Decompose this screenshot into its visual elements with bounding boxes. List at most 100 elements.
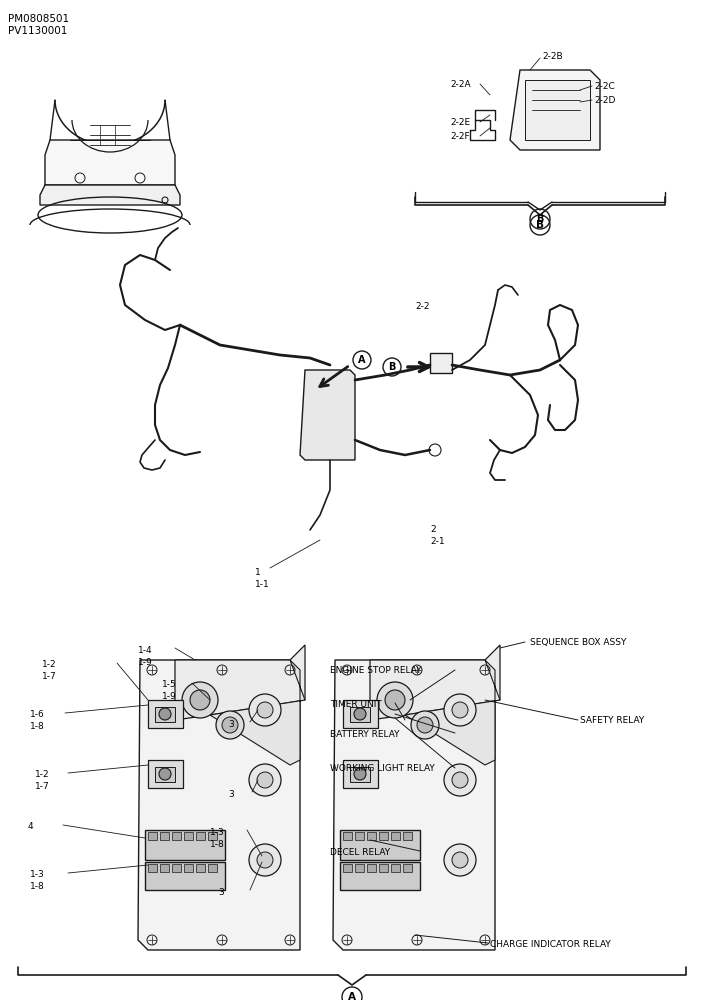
Circle shape: [354, 708, 366, 720]
Bar: [155, 767, 175, 782]
Bar: [403, 832, 412, 840]
Circle shape: [354, 768, 366, 780]
Text: 2-2B: 2-2B: [542, 52, 562, 61]
Bar: [340, 862, 420, 890]
Bar: [355, 864, 364, 872]
Polygon shape: [138, 660, 300, 950]
Bar: [160, 864, 169, 872]
Circle shape: [417, 717, 433, 733]
Text: 2-1: 2-1: [430, 537, 445, 546]
Text: ENGINE STOP RELAY: ENGINE STOP RELAY: [330, 666, 422, 675]
Bar: [430, 353, 452, 373]
Text: 2-2F: 2-2F: [450, 132, 470, 141]
Text: B: B: [536, 220, 544, 230]
Text: 1-4: 1-4: [138, 646, 153, 655]
Bar: [148, 700, 183, 728]
Bar: [160, 832, 169, 840]
Text: 1-8: 1-8: [210, 840, 225, 849]
Text: 1-7: 1-7: [42, 672, 57, 681]
Text: A: A: [348, 992, 356, 1000]
Circle shape: [452, 772, 468, 788]
Polygon shape: [333, 660, 495, 950]
Bar: [172, 832, 181, 840]
Bar: [379, 864, 388, 872]
Polygon shape: [40, 185, 180, 205]
Text: 2-2D: 2-2D: [594, 96, 615, 105]
Circle shape: [444, 844, 476, 876]
Text: SEQUENCE BOX ASSY: SEQUENCE BOX ASSY: [530, 638, 627, 647]
Bar: [343, 760, 378, 788]
Bar: [525, 80, 590, 140]
Bar: [367, 864, 376, 872]
Bar: [145, 862, 225, 890]
Bar: [208, 832, 217, 840]
Bar: [391, 832, 400, 840]
Bar: [355, 832, 364, 840]
Bar: [148, 760, 183, 788]
Text: 1-1: 1-1: [255, 580, 270, 589]
Text: B: B: [536, 214, 543, 224]
Text: 1-3: 1-3: [210, 828, 225, 837]
Circle shape: [222, 717, 238, 733]
Text: 4: 4: [28, 822, 34, 831]
Text: TIMER UNIT: TIMER UNIT: [330, 700, 382, 709]
Bar: [367, 832, 376, 840]
Circle shape: [411, 711, 439, 739]
Circle shape: [377, 682, 413, 718]
Text: 1-5: 1-5: [162, 680, 177, 689]
Bar: [184, 864, 193, 872]
Circle shape: [257, 772, 273, 788]
Circle shape: [452, 702, 468, 718]
Circle shape: [444, 694, 476, 726]
Circle shape: [257, 702, 273, 718]
Text: 2-2E: 2-2E: [450, 118, 470, 127]
Bar: [350, 767, 370, 782]
Text: 1: 1: [255, 568, 260, 577]
Text: 2-2A: 2-2A: [450, 80, 471, 89]
Bar: [340, 830, 420, 860]
Text: 3: 3: [228, 790, 234, 799]
Bar: [208, 864, 217, 872]
Bar: [403, 864, 412, 872]
Text: 1-9: 1-9: [138, 658, 153, 667]
Polygon shape: [210, 660, 305, 765]
Circle shape: [159, 768, 171, 780]
Circle shape: [159, 708, 171, 720]
Text: 1-9: 1-9: [162, 692, 177, 701]
Text: 1-6: 1-6: [30, 710, 45, 719]
Text: B: B: [389, 362, 396, 372]
Bar: [148, 864, 157, 872]
Text: PM0808501: PM0808501: [8, 14, 69, 24]
Bar: [196, 864, 205, 872]
Text: PV1130001: PV1130001: [8, 26, 68, 36]
Bar: [184, 832, 193, 840]
Bar: [155, 707, 175, 722]
Bar: [350, 707, 370, 722]
Bar: [172, 864, 181, 872]
Circle shape: [216, 711, 244, 739]
Circle shape: [182, 682, 218, 718]
Text: WORKING LIGHT RELAY: WORKING LIGHT RELAY: [330, 764, 435, 773]
Text: 1-7: 1-7: [35, 782, 50, 791]
Polygon shape: [45, 140, 175, 185]
Circle shape: [452, 852, 468, 868]
Polygon shape: [370, 645, 500, 720]
Bar: [343, 864, 352, 872]
Circle shape: [444, 764, 476, 796]
Polygon shape: [300, 370, 355, 460]
Text: 2: 2: [430, 525, 436, 534]
Text: 1-3: 1-3: [30, 870, 45, 879]
Circle shape: [249, 844, 281, 876]
Text: 1-2: 1-2: [42, 660, 56, 669]
Circle shape: [249, 694, 281, 726]
Text: 1-8: 1-8: [30, 882, 45, 891]
Bar: [343, 700, 378, 728]
Bar: [196, 832, 205, 840]
Text: 2-2: 2-2: [415, 302, 429, 311]
Polygon shape: [405, 660, 500, 765]
Text: 3: 3: [218, 888, 224, 897]
Circle shape: [385, 690, 405, 710]
Bar: [379, 832, 388, 840]
Text: BATTERY RELAY: BATTERY RELAY: [330, 730, 399, 739]
Polygon shape: [175, 645, 305, 720]
